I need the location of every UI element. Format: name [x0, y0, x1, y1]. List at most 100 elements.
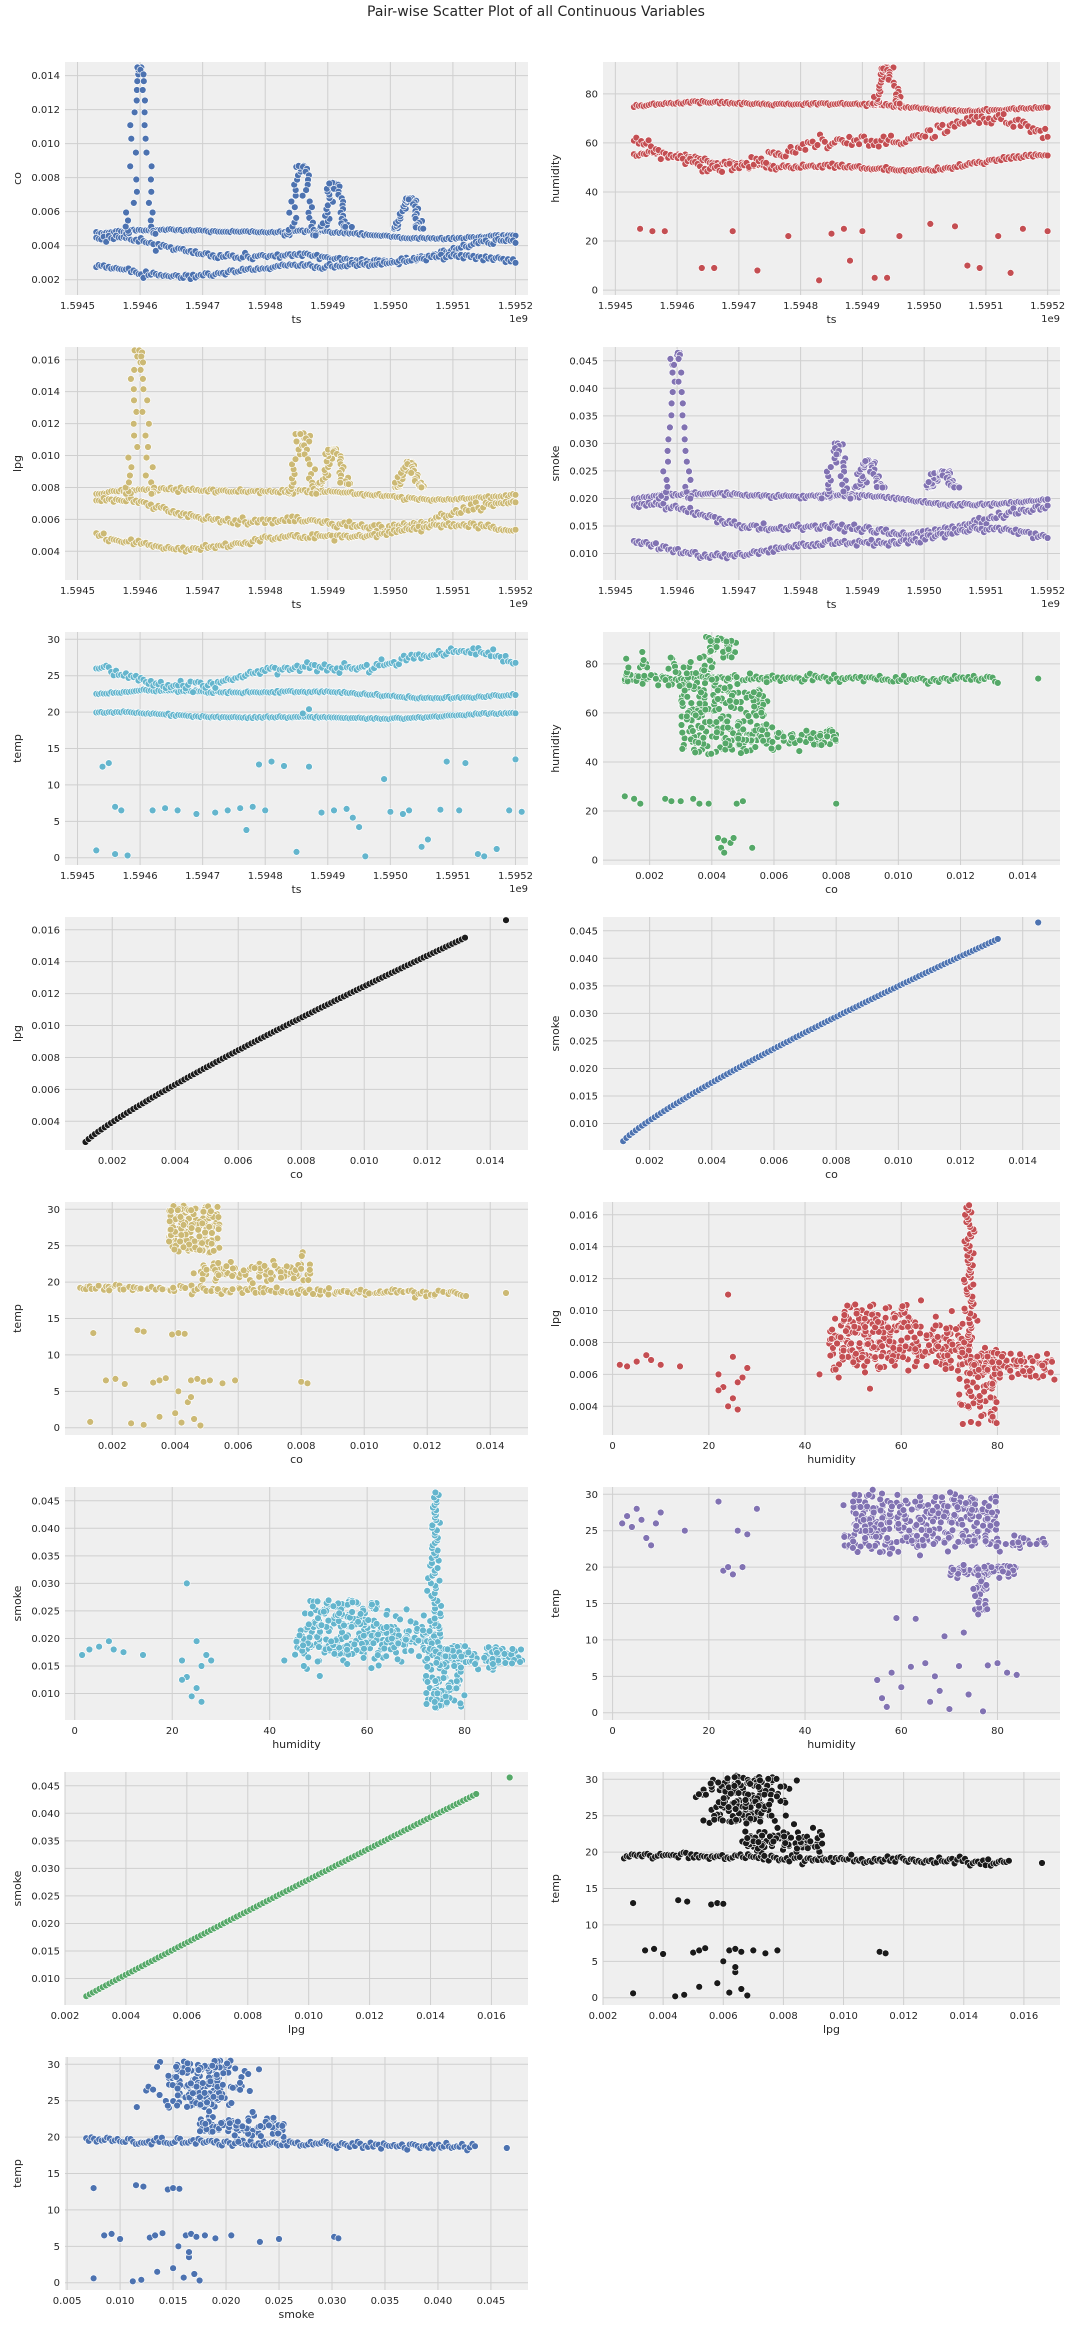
- data-point: [739, 725, 747, 734]
- data-point: [831, 1314, 839, 1323]
- y-tick-label: 0.012: [31, 419, 60, 430]
- data-point: [405, 806, 413, 815]
- data-point: [324, 1290, 333, 1299]
- x-tick-label: 20: [702, 1441, 715, 1452]
- y-tick-label: 0: [592, 856, 598, 867]
- data-point: [140, 1421, 148, 1429]
- data-point: [768, 723, 776, 731]
- data-point: [846, 494, 855, 503]
- data-point: [349, 813, 357, 822]
- data-point: [640, 672, 648, 680]
- data-point: [142, 453, 151, 462]
- subplot-8: 0.002 0.004 0.006 0.008 0.010 0.012 0.0140.010…: [549, 917, 1060, 1181]
- data-point: [424, 835, 432, 844]
- data-point: [921, 132, 929, 141]
- y-axis-label: smoke: [549, 1015, 562, 1051]
- data-point: [1043, 534, 1052, 542]
- data-point: [455, 806, 463, 815]
- data-point: [638, 648, 646, 656]
- data-point: [151, 230, 160, 238]
- data-point: [689, 795, 697, 803]
- data-point: [784, 232, 792, 240]
- data-point: [111, 850, 119, 858]
- data-point: [733, 680, 742, 688]
- data-point: [147, 175, 155, 184]
- data-point: [207, 1239, 216, 1248]
- data-point: [674, 378, 683, 386]
- data-point: [255, 1273, 263, 1281]
- data-point: [167, 1207, 175, 1215]
- x-tick-label: 1.5945: [598, 586, 633, 597]
- data-point: [648, 227, 657, 235]
- x-tick-label: 0.002: [635, 871, 664, 882]
- data-point: [768, 738, 777, 746]
- data-point: [147, 188, 156, 196]
- y-tick-label: 0: [592, 286, 598, 297]
- data-point: [158, 1285, 167, 1294]
- data-point: [224, 806, 232, 815]
- y-tick-label: 0.016: [31, 355, 60, 366]
- data-point: [144, 443, 152, 451]
- data-point: [1043, 495, 1052, 503]
- x-axis-label: co: [290, 1453, 303, 1466]
- data-point: [280, 762, 288, 770]
- data-point: [706, 656, 714, 665]
- x-axis-label: co: [290, 1168, 303, 1181]
- data-point: [511, 498, 520, 506]
- data-point: [145, 420, 153, 428]
- y-axis-label: lpg: [11, 1025, 24, 1042]
- data-point: [714, 686, 722, 695]
- data-point: [922, 1331, 931, 1340]
- data-point: [840, 225, 848, 233]
- data-point: [142, 471, 150, 480]
- y-tick-label: 0.014: [31, 71, 60, 82]
- data-point: [155, 1376, 164, 1385]
- y-tick-label: 0.012: [31, 989, 60, 1000]
- data-point: [511, 239, 520, 247]
- data-point: [117, 806, 126, 815]
- data-point: [677, 368, 685, 377]
- data-point: [941, 1365, 950, 1373]
- data-point: [255, 760, 263, 769]
- data-point: [187, 1376, 195, 1385]
- data-point: [887, 1357, 896, 1365]
- data-point: [133, 96, 141, 105]
- data-point: [666, 423, 674, 432]
- data-point: [724, 723, 732, 732]
- x-tick-label: 1.5945: [60, 586, 95, 597]
- data-point: [858, 227, 867, 235]
- y-tick-label: 0.008: [31, 483, 60, 494]
- data-point: [261, 806, 269, 815]
- data-point: [704, 799, 713, 808]
- data-point: [130, 385, 138, 393]
- y-tick-label: 0.015: [569, 1092, 598, 1103]
- data-point: [774, 743, 783, 751]
- data-point: [298, 1252, 306, 1260]
- data-point: [127, 135, 136, 143]
- data-point: [801, 146, 809, 154]
- y-tick-label: 0.016: [31, 925, 60, 936]
- y-tick-label: 10: [47, 1350, 60, 1361]
- data-point: [133, 443, 142, 451]
- y-axis-label: lpg: [11, 455, 24, 472]
- data-point: [878, 1342, 886, 1350]
- data-point: [111, 1375, 120, 1383]
- data-point: [883, 274, 891, 282]
- y-tick-label: 0.012: [31, 105, 60, 116]
- x-tick-label: 0.012: [413, 1156, 442, 1167]
- data-point: [214, 1213, 223, 1221]
- data-point: [679, 663, 688, 671]
- data-point: [732, 799, 741, 808]
- data-point: [767, 744, 776, 753]
- y-tick-label: 0.015: [569, 522, 598, 533]
- data-point: [720, 848, 728, 857]
- data-point: [994, 232, 1002, 240]
- data-point: [861, 457, 869, 465]
- data-point: [679, 399, 687, 408]
- data-point: [141, 431, 150, 440]
- data-point: [299, 709, 307, 718]
- data-point: [140, 77, 148, 85]
- y-tick-label: 0.006: [31, 207, 60, 218]
- data-point: [661, 227, 669, 235]
